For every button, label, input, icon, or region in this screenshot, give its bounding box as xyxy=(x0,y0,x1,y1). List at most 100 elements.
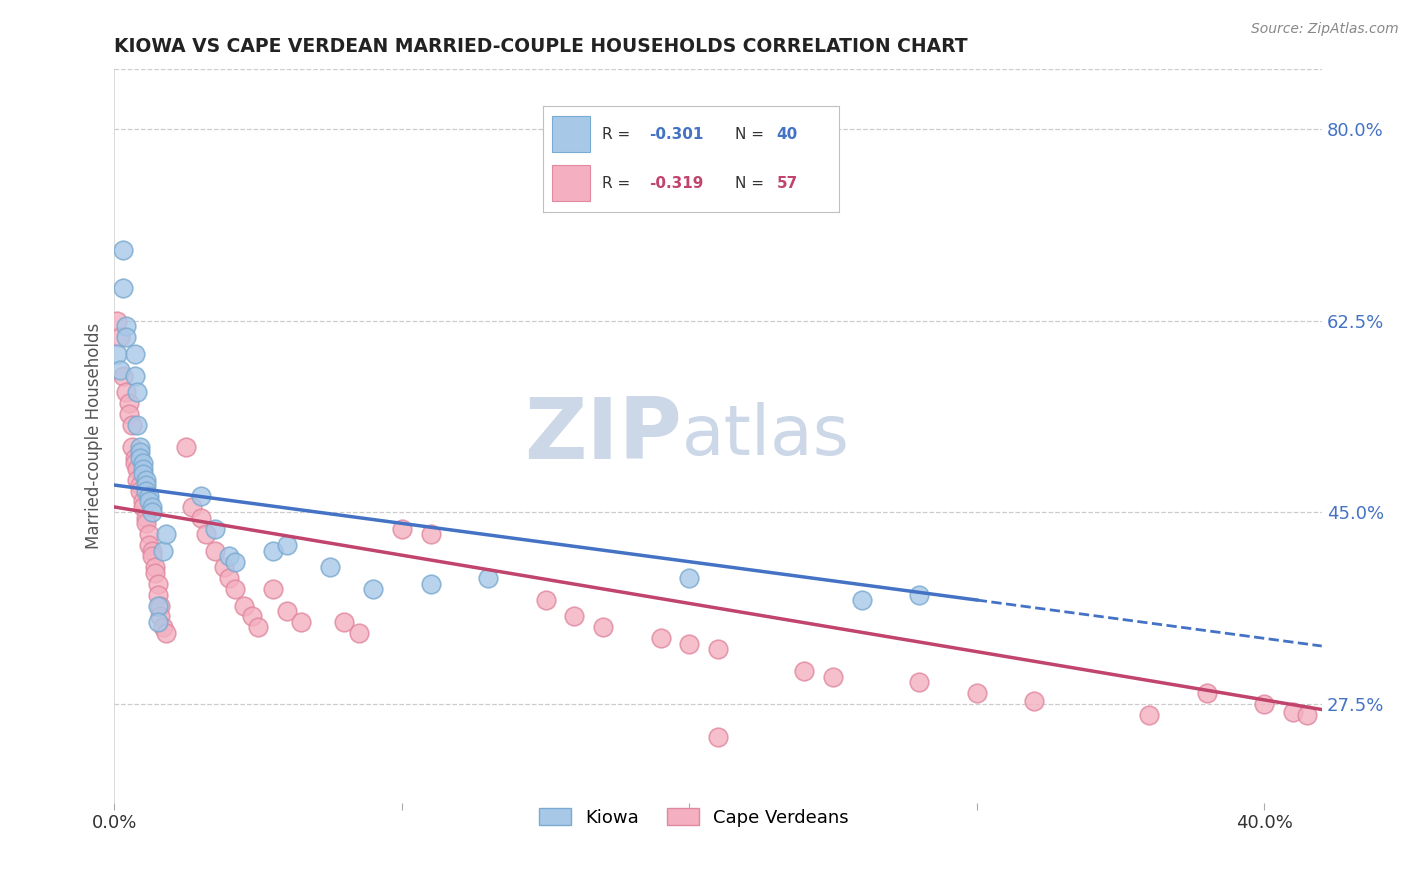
Point xyxy=(135,511,157,525)
Point xyxy=(132,500,155,514)
Point xyxy=(793,664,815,678)
Point xyxy=(132,456,155,470)
Point xyxy=(1024,694,1046,708)
Point xyxy=(155,527,177,541)
Point xyxy=(419,576,441,591)
Point xyxy=(118,407,141,421)
Point xyxy=(112,243,135,257)
Point xyxy=(129,445,152,459)
Point xyxy=(115,384,138,399)
Point xyxy=(1137,708,1160,723)
Point xyxy=(908,588,931,602)
Point xyxy=(707,642,730,657)
Point xyxy=(181,500,204,514)
Point xyxy=(262,543,284,558)
Point xyxy=(132,461,155,475)
Point xyxy=(112,281,135,295)
Point xyxy=(224,555,246,569)
Point xyxy=(115,330,138,344)
Point xyxy=(135,473,157,487)
Point xyxy=(678,637,700,651)
Point xyxy=(127,417,149,432)
Point xyxy=(204,522,226,536)
Point xyxy=(129,440,152,454)
Point xyxy=(534,593,557,607)
Point xyxy=(141,500,163,514)
Point xyxy=(195,527,218,541)
Point xyxy=(146,615,169,629)
Point xyxy=(121,440,143,454)
Point xyxy=(152,543,174,558)
Point xyxy=(132,494,155,508)
Text: ZIP: ZIP xyxy=(524,394,682,477)
Point xyxy=(105,346,128,360)
Text: Source: ZipAtlas.com: Source: ZipAtlas.com xyxy=(1251,22,1399,37)
Point xyxy=(361,582,384,596)
Point xyxy=(218,571,240,585)
Point xyxy=(204,543,226,558)
Point xyxy=(124,450,146,465)
Point xyxy=(108,330,131,344)
Point xyxy=(966,686,988,700)
Point xyxy=(823,670,845,684)
Point xyxy=(190,489,212,503)
Point xyxy=(592,620,614,634)
Point xyxy=(1296,708,1319,723)
Point xyxy=(138,538,160,552)
Point xyxy=(127,384,149,399)
Point xyxy=(141,549,163,564)
Point xyxy=(143,566,166,580)
Legend: Kiowa, Cape Verdeans: Kiowa, Cape Verdeans xyxy=(531,801,856,834)
Text: KIOWA VS CAPE VERDEAN MARRIED-COUPLE HOUSEHOLDS CORRELATION CHART: KIOWA VS CAPE VERDEAN MARRIED-COUPLE HOU… xyxy=(114,37,969,56)
Point xyxy=(138,489,160,503)
Point xyxy=(242,609,264,624)
Point xyxy=(174,440,197,454)
Point xyxy=(135,483,157,498)
Point xyxy=(232,599,254,613)
Point xyxy=(143,560,166,574)
Point xyxy=(141,505,163,519)
Point xyxy=(105,314,128,328)
Point xyxy=(132,467,155,482)
Point xyxy=(477,571,499,585)
Point xyxy=(124,346,146,360)
Point xyxy=(146,588,169,602)
Point xyxy=(218,549,240,564)
Point xyxy=(127,473,149,487)
Point xyxy=(419,527,441,541)
Point xyxy=(141,543,163,558)
Point xyxy=(149,599,172,613)
Point xyxy=(247,620,270,634)
Point xyxy=(650,632,672,646)
Point xyxy=(276,538,298,552)
Y-axis label: Married-couple Households: Married-couple Households xyxy=(86,323,103,549)
Point xyxy=(108,363,131,377)
Point xyxy=(319,560,342,574)
Point xyxy=(155,626,177,640)
Text: atlas: atlas xyxy=(682,402,849,469)
Point xyxy=(129,478,152,492)
Point xyxy=(276,604,298,618)
Point xyxy=(135,516,157,531)
Point xyxy=(127,461,149,475)
Point xyxy=(224,582,246,596)
Point xyxy=(678,571,700,585)
Point xyxy=(129,450,152,465)
Point xyxy=(333,615,356,629)
Point xyxy=(562,609,585,624)
Point xyxy=(152,620,174,634)
Point xyxy=(391,522,413,536)
Point xyxy=(135,478,157,492)
Point xyxy=(707,730,730,744)
Point xyxy=(149,609,172,624)
Point xyxy=(138,527,160,541)
Point xyxy=(908,675,931,690)
Point xyxy=(290,615,312,629)
Point xyxy=(851,593,873,607)
Point xyxy=(190,511,212,525)
Point xyxy=(138,494,160,508)
Point xyxy=(121,417,143,432)
Point xyxy=(212,560,235,574)
Point xyxy=(112,368,135,383)
Point xyxy=(129,483,152,498)
